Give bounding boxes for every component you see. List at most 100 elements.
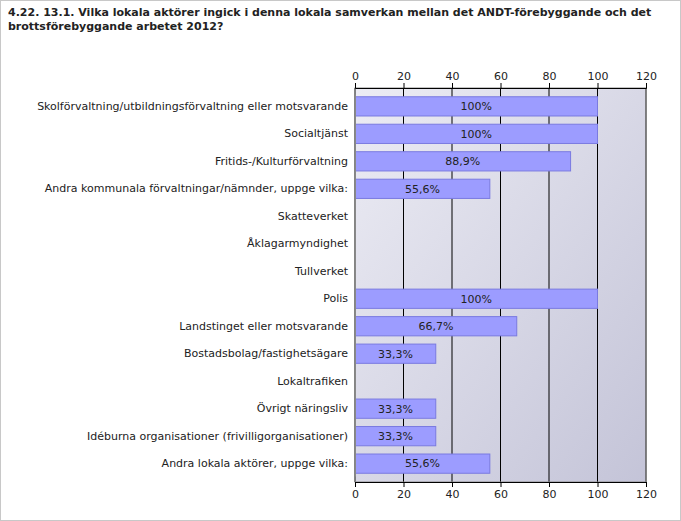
tick-mark [404, 482, 405, 487]
tick-mark [598, 482, 599, 487]
bar [355, 454, 490, 473]
tick-label: 80 [543, 70, 557, 83]
data-label: 55,6% [405, 183, 440, 196]
bar [355, 427, 436, 446]
page-frame [1, 1, 681, 521]
data-label: 100% [461, 293, 492, 306]
grid [355, 88, 646, 482]
tick: 40 [446, 70, 460, 88]
bar [355, 179, 490, 198]
tick-mark [452, 83, 453, 88]
grid-line [403, 88, 404, 482]
bar [355, 317, 517, 336]
data-label: 33,3% [378, 403, 413, 416]
tick: Tullverket [294, 265, 355, 278]
tick-mark [646, 482, 647, 487]
tick-mark [598, 83, 599, 88]
tick: Polis [323, 292, 355, 305]
tick-label: 120 [636, 70, 657, 83]
chart: 4.22. 13.1. Vilka lokala aktörer ingick … [0, 0, 681, 521]
tick-label: 40 [446, 70, 460, 83]
category-label: Bostadsbolag/fastighetsägare [184, 347, 348, 360]
bar [355, 97, 598, 116]
tick: 120 [636, 482, 657, 501]
grid-line [597, 88, 598, 482]
tick: 100 [588, 70, 609, 88]
category-label: Landstinget eller motsvarande [179, 320, 348, 333]
category-label: Socialtjänst [284, 127, 348, 140]
data-labels: 100% 100% 88,9% 55,6% 100% 66,7% 33,3% 33,3% 33,… [378, 100, 492, 470]
tick-label: 0 [352, 70, 359, 83]
category-label: Polis [323, 292, 348, 305]
tick: 80 [543, 70, 557, 88]
tick: Åklagarmyndighet [247, 237, 355, 250]
tick-label: 100 [588, 488, 609, 501]
tick: 80 [543, 482, 557, 501]
tick: Övrigt näringsliv [257, 402, 355, 415]
tick-label: 20 [397, 70, 411, 83]
data-label: 88,9% [445, 155, 480, 168]
plot-frame [355, 88, 646, 482]
tick-label: 120 [636, 488, 657, 501]
tick-mark [549, 83, 550, 88]
tick-label: 60 [494, 70, 508, 83]
grid-line [549, 88, 550, 482]
tick: Idéburna organisationer (frivilligorgani… [87, 430, 355, 443]
category-label: Idéburna organisationer (frivilligorgani… [87, 430, 348, 443]
tick-label: 20 [397, 488, 411, 501]
tick-mark [646, 83, 647, 88]
tick: 40 [446, 482, 460, 501]
title: 4.22. 13.1. Vilka lokala aktörer ingick … [8, 6, 651, 33]
tick-label: 100 [588, 70, 609, 83]
tick: Socialtjänst [284, 127, 355, 140]
bars [355, 97, 598, 474]
tick: Lokaltrafiken [277, 375, 355, 388]
category-label: Andra lokala aktörer, uppge vilka: [162, 457, 348, 470]
tick: 20 [397, 482, 411, 501]
tick-label: 40 [446, 488, 460, 501]
category-label: Åklagarmyndighet [247, 237, 349, 250]
bar [355, 124, 598, 143]
tick-mark [355, 83, 356, 88]
tick: Bostadsbolag/fastighetsägare [184, 347, 355, 360]
data-label: 66,7% [418, 320, 453, 333]
category-label: Skatteverket [278, 210, 349, 223]
tick: 20 [397, 70, 411, 88]
tick: 0 [352, 482, 359, 501]
x-axis-top: 0 20 40 60 80 100 120 [352, 70, 657, 89]
tick-mark [501, 482, 502, 487]
tick: Andra lokala aktörer, uppge vilka: [162, 457, 355, 470]
data-label: 100% [461, 128, 492, 141]
data-label: 100% [461, 100, 492, 113]
tick-label: 0 [352, 488, 359, 501]
tick: 0 [352, 70, 359, 88]
tick: 120 [636, 70, 657, 88]
tick: 60 [494, 482, 508, 501]
bar [355, 344, 436, 363]
plot-background [355, 88, 646, 482]
tick: Skatteverket [278, 210, 355, 223]
grid-line [452, 88, 453, 482]
y-axis: Skolförvaltning/utbildningsförvaltning e… [37, 95, 355, 477]
category-label: Skolförvaltning/utbildningsförvaltning e… [37, 100, 348, 113]
data-label: 33,3% [378, 348, 413, 361]
category-label: Tullverket [294, 265, 349, 278]
category-label: Andra kommunala förvaltningar/nämnder, u… [45, 182, 348, 195]
tick: Landstinget eller motsvarande [179, 320, 355, 333]
bar [355, 399, 436, 418]
tick: 100 [588, 482, 609, 501]
bar [355, 289, 598, 308]
data-label: 33,3% [378, 430, 413, 443]
x-axis-bottom: 0 20 40 60 80 100 120 [352, 482, 657, 501]
category-label: Lokaltrafiken [277, 375, 348, 388]
grid-line [500, 88, 501, 482]
axis-line [355, 95, 356, 477]
tick-label: 60 [494, 488, 508, 501]
tick: Skolförvaltning/utbildningsförvaltning e… [37, 100, 355, 113]
axis-line [356, 483, 647, 488]
data-label: 55,6% [405, 457, 440, 470]
tick: Andra kommunala förvaltningar/nämnder, u… [45, 182, 355, 195]
tick-label: 80 [543, 488, 557, 501]
tick-mark [404, 83, 405, 88]
bar [355, 152, 571, 171]
